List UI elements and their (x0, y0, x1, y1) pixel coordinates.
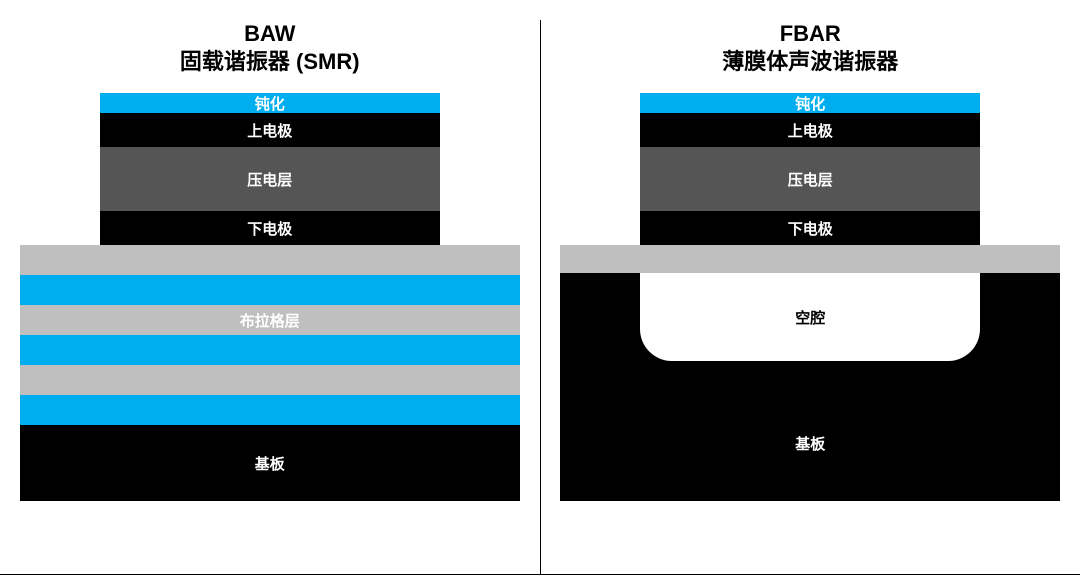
right-layer-4 (560, 245, 1060, 273)
fbar-cavity: 空腔 (640, 273, 980, 361)
fbar-substrate-label: 基板 (560, 433, 1060, 454)
left-layer-stack: 钝化上电极压电层下电极布拉格层基板 (0, 93, 540, 501)
left-layer-7 (20, 335, 520, 365)
left-layer-6: 布拉格层 (20, 305, 520, 335)
left-title-line2: 固载谐振器 (SMR) (0, 48, 540, 76)
left-title: BAW 固载谐振器 (SMR) (0, 20, 540, 75)
right-title-line2: 薄膜体声波谐振器 (541, 48, 1080, 76)
right-layer-2: 压电层 (640, 147, 980, 211)
fbar-substrate: 空腔基板 (560, 273, 1060, 501)
right-title-line1: FBAR (541, 20, 1080, 48)
right-layer-1: 上电极 (640, 113, 980, 147)
left-layer-8 (20, 365, 520, 395)
left-layer-0: 钝化 (100, 93, 440, 113)
right-layer-stack: 钝化上电极压电层下电极空腔基板 (541, 93, 1080, 501)
left-layer-9 (20, 395, 520, 425)
bottom-border (0, 574, 1080, 575)
right-layer-3: 下电极 (640, 211, 980, 245)
left-layer-4 (20, 245, 520, 275)
left-layer-1: 上电极 (100, 113, 440, 147)
left-layer-3: 下电极 (100, 211, 440, 245)
right-title: FBAR 薄膜体声波谐振器 (541, 20, 1080, 75)
left-title-line1: BAW (0, 20, 540, 48)
left-layer-10: 基板 (20, 425, 520, 501)
baw-smr-panel: BAW 固载谐振器 (SMR) 钝化上电极压电层下电极布拉格层基板 (0, 0, 540, 578)
left-layer-2: 压电层 (100, 147, 440, 211)
right-layer-0: 钝化 (640, 93, 980, 113)
left-layer-5 (20, 275, 520, 305)
fbar-panel: FBAR 薄膜体声波谐振器 钝化上电极压电层下电极空腔基板 (541, 0, 1080, 578)
